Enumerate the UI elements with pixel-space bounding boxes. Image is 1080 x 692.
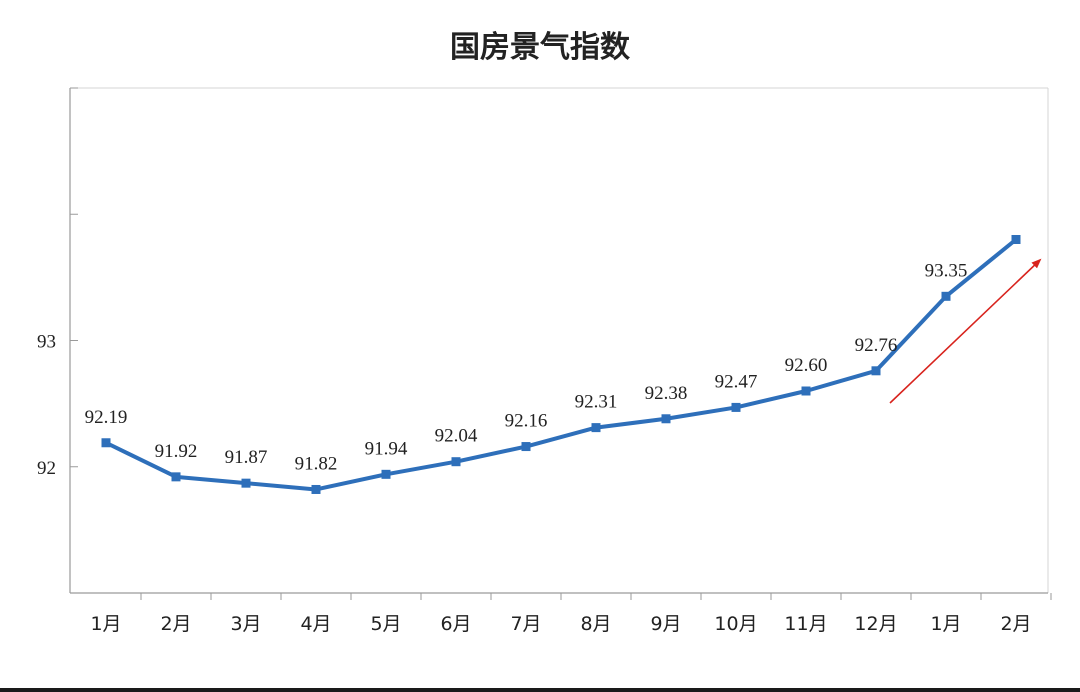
bottom-border (0, 688, 1080, 692)
x-tick-label: 4月 (300, 613, 331, 635)
data-point-marker (171, 472, 181, 482)
data-label: 92.76 (855, 335, 898, 356)
x-tick-label: 6月 (440, 613, 471, 635)
data-point-marker (451, 457, 461, 467)
trend-arrow (889, 258, 1042, 404)
data-point-marker (801, 386, 811, 396)
x-tick-label: 9月 (650, 613, 681, 635)
data-point-marker (521, 442, 531, 452)
data-label: 92.04 (435, 426, 478, 447)
data-labels: 92.19 91.92 91.87 91.82 91.94 92.04 92.16 92.31… (85, 260, 968, 474)
x-tick-label: 12月 (854, 613, 897, 635)
x-tick-label: 1月 (930, 613, 961, 635)
data-label: 93.35 (925, 260, 968, 281)
x-tick-label: 2月 (160, 613, 191, 635)
x-tick-label: 3月 (230, 613, 261, 635)
axis-ticks: 92 93 1月 2月 3月 4月 5月 6月 7月 8月 9月 10月 11月 12月 1月 2月 (37, 87, 1052, 635)
data-label: 91.87 (225, 447, 268, 468)
x-tick-label: 7月 (510, 613, 541, 635)
chart-title: 国房景气指数 (450, 30, 630, 65)
data-label: 92.60 (785, 355, 828, 376)
data-label: 91.82 (295, 453, 338, 474)
data-label: 92.19 (85, 407, 128, 428)
x-tick-label: 8月 (580, 613, 611, 635)
data-label: 91.94 (365, 438, 408, 459)
series-line-layer (101, 235, 1021, 494)
data-label: 91.92 (155, 441, 198, 462)
data-point-marker (381, 469, 391, 479)
data-point-marker (101, 438, 111, 448)
x-tick-label: 5月 (370, 613, 401, 635)
x-tick-label: 10月 (714, 613, 757, 635)
x-tick-label: 11月 (784, 613, 827, 635)
data-point-marker (661, 414, 671, 424)
data-point-marker (241, 478, 251, 488)
data-point-marker (871, 366, 881, 376)
x-tick-label: 1月 (90, 613, 121, 635)
series-line (105, 237, 1018, 492)
data-label: 92.31 (575, 392, 618, 413)
y-tick-label: 92 (37, 458, 56, 479)
data-point-marker (731, 402, 741, 412)
data-point-marker (591, 423, 601, 433)
data-label: 92.38 (645, 383, 688, 404)
plot-frame (69, 87, 1049, 594)
x-tick-label: 2月 (1000, 613, 1031, 635)
trend-arrow-layer (889, 258, 1042, 404)
data-point-marker (941, 291, 951, 301)
y-tick-label: 93 (37, 332, 56, 353)
data-label: 92.16 (505, 411, 548, 432)
data-point-marker (311, 484, 321, 494)
data-label: 92.47 (715, 371, 758, 392)
data-point-marker (1011, 235, 1021, 244)
